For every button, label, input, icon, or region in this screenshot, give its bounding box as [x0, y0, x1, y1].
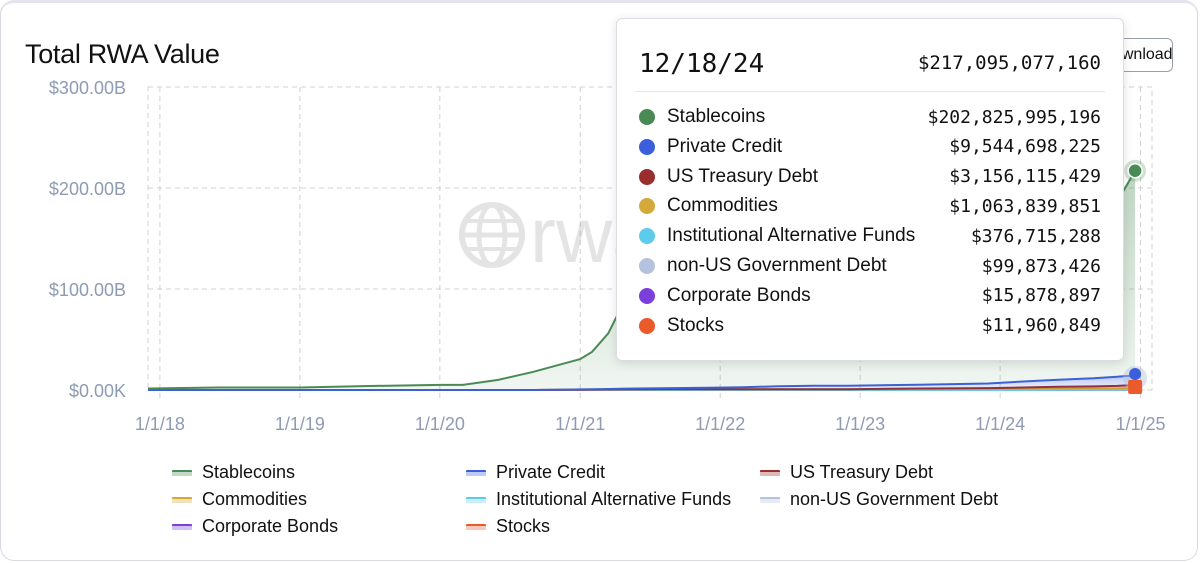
series-color-dot — [639, 317, 655, 334]
y-tick-label: $300.00B — [49, 78, 126, 98]
series-color-dot — [639, 109, 655, 125]
tooltip-series-value: $376,715,288 — [970, 225, 1101, 247]
tooltip-row: Corporate Bonds $15,878,897 — [639, 281, 1101, 311]
tooltip-series-name: Commodities — [667, 195, 778, 217]
series-color-dot — [639, 287, 655, 304]
tooltip-series-name: Stocks — [667, 314, 725, 336]
legend-item-institutional-alternative-funds[interactable]: Institutional Alternative Funds — [466, 489, 731, 510]
tooltip-series-value: $11,960,849 — [981, 315, 1101, 337]
chart-title: Total RWA Value — [25, 39, 220, 69]
legend-swatch — [466, 523, 486, 530]
hover-marker-stocks — [1128, 380, 1143, 394]
legend-item-stocks[interactable]: Stocks — [466, 516, 550, 537]
legend-label: Stocks — [496, 516, 551, 536]
y-axis: $0.00K $100.00B $200.00B $300.00B — [49, 78, 126, 401]
tooltip-series-value: $1,063,839,851 — [949, 195, 1101, 217]
tooltip-series-name: Institutional Alternative Funds — [667, 225, 916, 247]
series-color-dot — [639, 138, 655, 155]
tooltip-row: non-US Government Debt $99,873,426 — [639, 251, 1101, 281]
legend-label: non-US Government Debt — [790, 489, 999, 509]
legend-item-us-treasury-debt[interactable]: US Treasury Debt — [760, 462, 933, 483]
legend-label: US Treasury Debt — [790, 462, 934, 482]
y-tick-label: $100.00B — [49, 280, 126, 300]
x-tick-label: 1/1/20 — [415, 414, 465, 434]
legend-swatch — [760, 469, 780, 476]
series-color-dot — [639, 228, 655, 245]
hover-marker-stablecoins — [1127, 163, 1143, 179]
x-tick-label: 1/1/19 — [275, 414, 325, 434]
tooltip-row: US Treasury Debt $3,156,115,429 — [639, 162, 1101, 192]
series-color-dot — [639, 168, 655, 185]
x-tick-label: 1/1/25 — [1115, 414, 1165, 434]
tooltip-series-value: $9,544,698,225 — [949, 136, 1101, 158]
legend-swatch — [466, 496, 486, 503]
tooltip-series-value: $99,873,426 — [981, 255, 1101, 277]
tooltip-row: Commodities $1,063,839,851 — [639, 191, 1101, 221]
area-private-credit[interactable] — [148, 375, 1136, 390]
legend-label: Private Credit — [496, 462, 606, 482]
globe-icon — [459, 202, 525, 268]
legend-label: Commodities — [202, 489, 308, 509]
legend-item-non-us-government-debt[interactable]: non-US Government Debt — [760, 489, 998, 510]
legend-item-corporate-bonds[interactable]: Corporate Bonds — [172, 516, 338, 537]
x-tick-label: 1/1/24 — [975, 414, 1025, 434]
y-tick-label: $0.00K — [69, 381, 126, 401]
x-tick-label: 1/1/18 — [135, 414, 185, 434]
y-tick-label: $200.00B — [49, 179, 126, 199]
legend-item-stablecoins[interactable]: Stablecoins — [172, 462, 295, 483]
tooltip-series-name: Stablecoins — [667, 106, 766, 127]
tooltip-row: Stocks $11,960,849 — [639, 311, 1101, 341]
legend-swatch — [172, 496, 192, 503]
legend-item-commodities[interactable]: Commodities — [172, 489, 307, 510]
legend-swatch — [172, 469, 192, 476]
legend-label: Institutional Alternative Funds — [496, 489, 732, 509]
chart-legend: Stablecoins Private Credit US Treasury Deb… — [172, 462, 1072, 548]
legend-swatch — [760, 496, 780, 503]
x-tick-label: 1/1/21 — [555, 414, 605, 434]
series-color-dot — [639, 258, 655, 274]
tooltip-total: $217,095,077,160 — [917, 52, 1101, 74]
legend-label: Stablecoins — [202, 462, 296, 482]
series-color-dot — [639, 198, 655, 215]
tooltip-series-value: $15,878,897 — [981, 285, 1101, 307]
x-tick-label: 1/1/22 — [695, 414, 745, 434]
tooltip-series-name: US Treasury Debt — [667, 165, 818, 187]
legend-item-private-credit[interactable]: Private Credit — [466, 462, 605, 483]
tooltip-series-name: non-US Government Debt — [667, 255, 887, 276]
tooltip-row: Institutional Alternative Funds $376,715,… — [639, 221, 1101, 251]
tooltip-series-name: Corporate Bonds — [667, 284, 811, 306]
hover-tooltip: 12/18/24 $217,095,077,160 Stablecoins $20… — [616, 18, 1124, 361]
legend-swatch — [172, 523, 192, 530]
tooltip-series-name: Private Credit — [667, 135, 783, 157]
legend-label: Corporate Bonds — [202, 516, 339, 536]
tooltip-date: 12/18/24 — [639, 49, 765, 79]
x-axis: 1/1/18 1/1/19 1/1/20 1/1/21 1/1/22 1/1/23 1/1/… — [135, 414, 1166, 434]
tooltip-row: Stablecoins $202,825,995,196 — [639, 102, 1101, 132]
tooltip-row: Private Credit $9,544,698,225 — [639, 132, 1101, 162]
hover-markers — [1123, 159, 1148, 394]
tooltip-series-value: $202,825,995,196 — [927, 106, 1101, 128]
x-tick-label: 1/1/23 — [835, 414, 885, 434]
legend-swatch — [466, 469, 486, 476]
hover-marker-private-credit — [1129, 368, 1142, 380]
tooltip-series-value: $3,156,115,429 — [949, 166, 1101, 188]
tooltip-divider — [635, 91, 1105, 92]
